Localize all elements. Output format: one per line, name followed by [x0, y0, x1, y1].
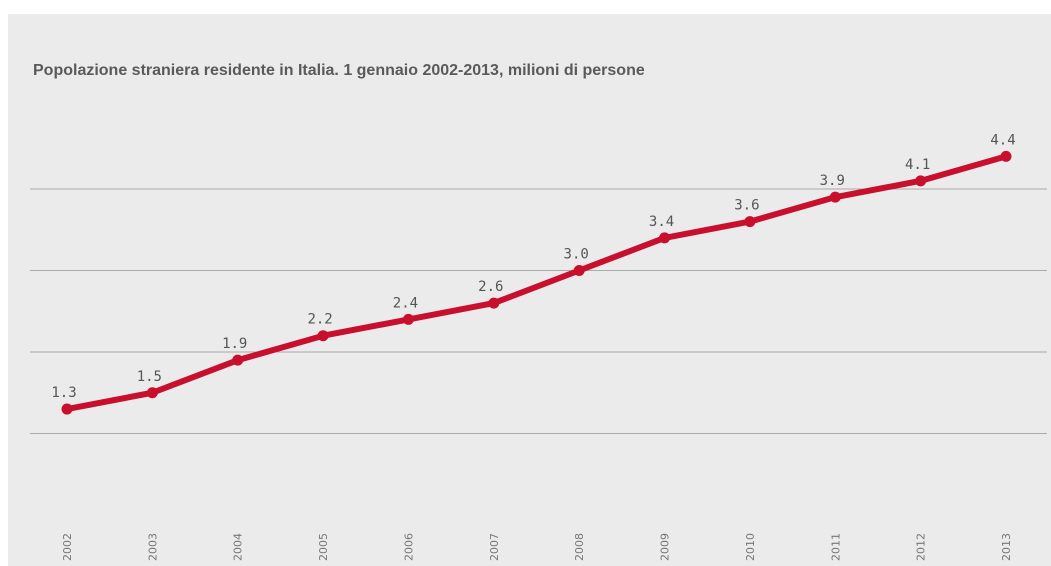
- gridlines: [30, 188, 1047, 434]
- data-point: [488, 297, 500, 309]
- data-point: [402, 313, 414, 325]
- data-points: [61, 150, 1012, 415]
- x-tick-label: 2012: [915, 533, 928, 561]
- series-line: [64, 153, 1009, 413]
- data-point: [232, 354, 244, 366]
- x-tick-label: 2011: [829, 533, 842, 561]
- x-tick-label: 2005: [317, 533, 330, 561]
- x-tick-label: 2004: [232, 533, 245, 561]
- data-point: [146, 387, 158, 399]
- data-label: 4.4: [990, 132, 1015, 148]
- x-tick-label: 2010: [744, 533, 757, 561]
- data-label: 1.3: [51, 385, 76, 401]
- data-label: 3.4: [649, 214, 674, 230]
- data-labels: 1.3 1.5 1.9 2.2 2.4 2.6 3.0 3.4 3.6 3.9 4.1 4.4: [51, 132, 1015, 401]
- data-point: [744, 216, 756, 228]
- x-tick-label: 2008: [573, 533, 586, 561]
- x-tick-label: 2006: [402, 533, 415, 561]
- x-axis-tick-labels: 2002 2003 2004 2005 2006 2007 2008 2009 2010 2011…: [61, 533, 1013, 561]
- x-tick-label: 2003: [146, 533, 159, 561]
- x-tick-label: 2002: [61, 533, 74, 561]
- data-label: 3.0: [564, 247, 589, 263]
- chart-title: Popolazione straniera residente in Itali…: [33, 62, 645, 79]
- x-tick-label: 2013: [1000, 533, 1013, 561]
- data-label: 1.5: [137, 369, 162, 385]
- data-point: [659, 232, 671, 244]
- data-point: [573, 265, 585, 276]
- x-tick-label: 2007: [488, 533, 501, 561]
- series-line-layer: [64, 153, 1009, 413]
- x-tick-label: 2009: [659, 533, 672, 561]
- data-label: 3.9: [820, 173, 845, 189]
- data-point: [829, 191, 841, 203]
- data-label: 4.1: [905, 157, 930, 173]
- data-point: [317, 330, 329, 342]
- data-point: [61, 403, 73, 415]
- data-label: 2.4: [393, 295, 418, 311]
- data-point: [1000, 150, 1012, 162]
- data-label: 2.2: [307, 312, 332, 328]
- data-label: 3.6: [734, 198, 759, 214]
- data-label: 2.6: [478, 279, 503, 295]
- data-label: 1.9: [222, 336, 247, 352]
- data-point: [915, 175, 927, 187]
